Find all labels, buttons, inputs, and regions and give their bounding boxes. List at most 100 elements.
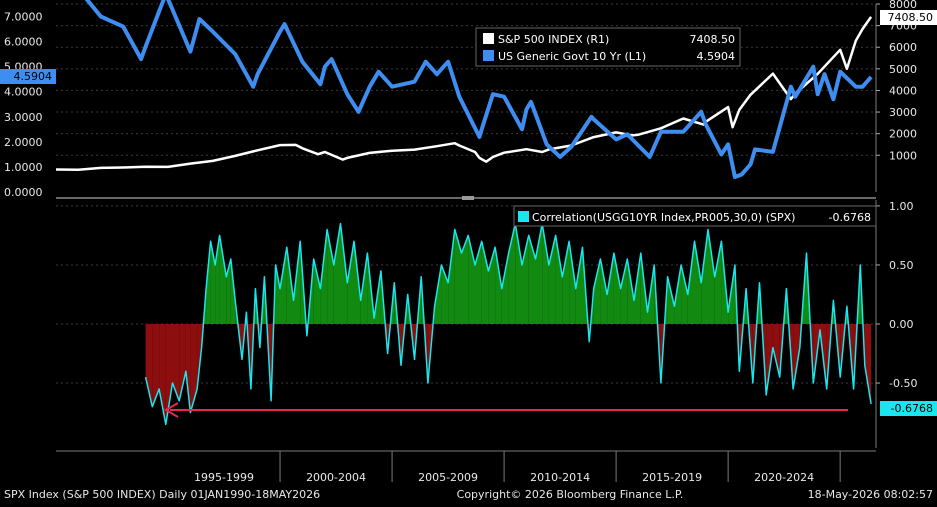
correlation-arrow-annotation (164, 402, 848, 418)
corr-positive-fill (627, 259, 634, 324)
corr-negative-fill (864, 324, 872, 404)
arrow-head (164, 402, 179, 418)
corr-last-badge-text: -0.6768 (891, 402, 933, 415)
corr-positive-fill (347, 241, 354, 324)
x-period-label: 2020-2024 (754, 471, 814, 484)
corr-positive-fill (542, 223, 549, 324)
right-axis-tick-label: -0.50 (889, 377, 917, 390)
corr-positive-fill (562, 241, 570, 324)
left-axis-tick-label: 0.0000 (4, 186, 43, 199)
yield-legend-name: US Generic Govt 10 Yr (L1) (498, 50, 646, 63)
top-legend-box (475, 27, 741, 67)
right-axis-tick-label: 0.50 (889, 259, 914, 272)
corr-positive-fill (313, 259, 321, 324)
footer-timestamp: 18-May-2026 08:02:57 (808, 488, 933, 501)
last-value-badges: 4.5904 7408.50 -0.6768 (0, 10, 937, 416)
yield-last-badge-text: 4.5904 (14, 70, 53, 83)
corr-positive-fill (694, 241, 702, 324)
corr-positive-fill (475, 241, 482, 324)
corr-positive-fill (555, 235, 563, 324)
spx-legend-last: 7408.50 (690, 33, 736, 46)
spx-series-line (55, 16, 873, 171)
corr-positive-fill (548, 235, 556, 324)
bottom-legend: Correlation(USGG10YR Index,PR005,30,0) (… (513, 205, 877, 227)
x-period-label: 2015-2019 (642, 471, 702, 484)
corr-positive-fill (448, 229, 455, 324)
right-axis-tick-label: 1.00 (889, 200, 914, 213)
corr-positive-fill (620, 259, 628, 324)
corr-legend-last: -0.6768 (829, 211, 871, 224)
corr-negative-fill (766, 324, 773, 395)
right-axis-tick-label: 8000 (889, 0, 917, 11)
corr-positive-fill (607, 253, 614, 324)
corr-positive-fill (360, 253, 368, 324)
yield-legend-swatch (483, 50, 494, 61)
left-axis-tick-label: 6.0000 (4, 36, 43, 49)
right-axis-tick-label: 3000 (889, 106, 917, 119)
corr-positive-fill (280, 247, 287, 324)
corr-positive-fill (320, 229, 328, 324)
x-period-label: 1995-1999 (194, 471, 254, 484)
top-legend: S&P 500 INDEX (R1) 7408.50 US Generic Go… (475, 27, 741, 67)
x-period-label: 2010-2014 (530, 471, 590, 484)
corr-negative-fill (159, 324, 166, 425)
corr-negative-fill (772, 324, 780, 378)
corr-positive-fill (275, 265, 280, 324)
corr-positive-fill (495, 247, 502, 324)
left-axis-tick-label: 4.0000 (4, 86, 43, 99)
right-axis-correlation: -0.50 0.00 0.50 1.00 (875, 200, 917, 448)
corr-positive-fill (522, 235, 529, 324)
corr-positive-fill (714, 241, 722, 324)
corr-negative-fill (152, 324, 160, 407)
spx-legend-name: S&P 500 INDEX (R1) (498, 33, 609, 46)
corr-positive-fill (501, 253, 509, 324)
corr-positive-fill (528, 235, 536, 324)
corr-negative-fill (145, 324, 153, 407)
corr-positive-fill (613, 253, 621, 324)
right-axis-tick-label: 4000 (889, 84, 917, 97)
series-lines (55, 0, 873, 426)
corr-positive-fill (569, 241, 576, 324)
corr-legend-swatch (518, 211, 529, 222)
x-period-label: 2005-2009 (418, 471, 478, 484)
left-axis-tick-label: 1.0000 (4, 161, 43, 174)
corr-positive-fill (333, 223, 341, 324)
corr-positive-fill (600, 259, 608, 324)
corr-positive-fill (667, 276, 675, 324)
yield-last-badge (0, 69, 56, 84)
left-axis-tick-label: 2.0000 (4, 136, 43, 149)
corr-positive-fill (327, 229, 334, 324)
corr-negative-fill (165, 324, 173, 425)
left-axis-tick-label: 7.0000 (4, 11, 43, 24)
panel-resize-handle[interactable] (462, 196, 474, 200)
right-axis-tick-label: 2000 (889, 128, 917, 141)
corr-positive-fill (340, 223, 348, 324)
corr-positive-fill (515, 223, 522, 324)
corr-legend-name: Correlation(USGG10YR Index,PR005,30,0) (… (532, 211, 795, 224)
corr-negative-fill (190, 324, 198, 413)
spx-last-badge (880, 10, 937, 25)
footer-bar: SPX Index (S&P 500 INDEX) Daily 01JAN199… (4, 488, 933, 501)
right-axis-tick-label: 0.00 (889, 318, 914, 331)
spx-legend-swatch (483, 33, 494, 44)
corr-positive-fill (535, 223, 543, 324)
yield-series-line (84, 0, 873, 179)
corr-positive-fill (634, 253, 641, 324)
corr-positive-fill (481, 241, 489, 324)
corr-negative-fill (172, 324, 180, 401)
left-axis-tick-label: 3.0000 (4, 111, 43, 124)
corr-positive-fill (593, 259, 601, 324)
footer-security-info: SPX Index (S&P 500 INDEX) Daily 01JAN199… (4, 488, 320, 501)
bottom-legend-box (513, 205, 877, 227)
footer-copyright: Copyright© 2026 Bloomberg Finance L.P. (457, 488, 684, 501)
corr-positive-fill (468, 235, 475, 324)
right-axis-tick-label: 5000 (889, 63, 917, 76)
right-axis-tick-label: 1000 (889, 149, 917, 162)
corr-positive-fill (708, 229, 715, 324)
corr-negative-fill (185, 324, 191, 413)
x-axis: 1995-1999 2000-2004 2005-2009 2010-2014 2015… (56, 450, 876, 484)
correlation-series-line (144, 222, 872, 426)
